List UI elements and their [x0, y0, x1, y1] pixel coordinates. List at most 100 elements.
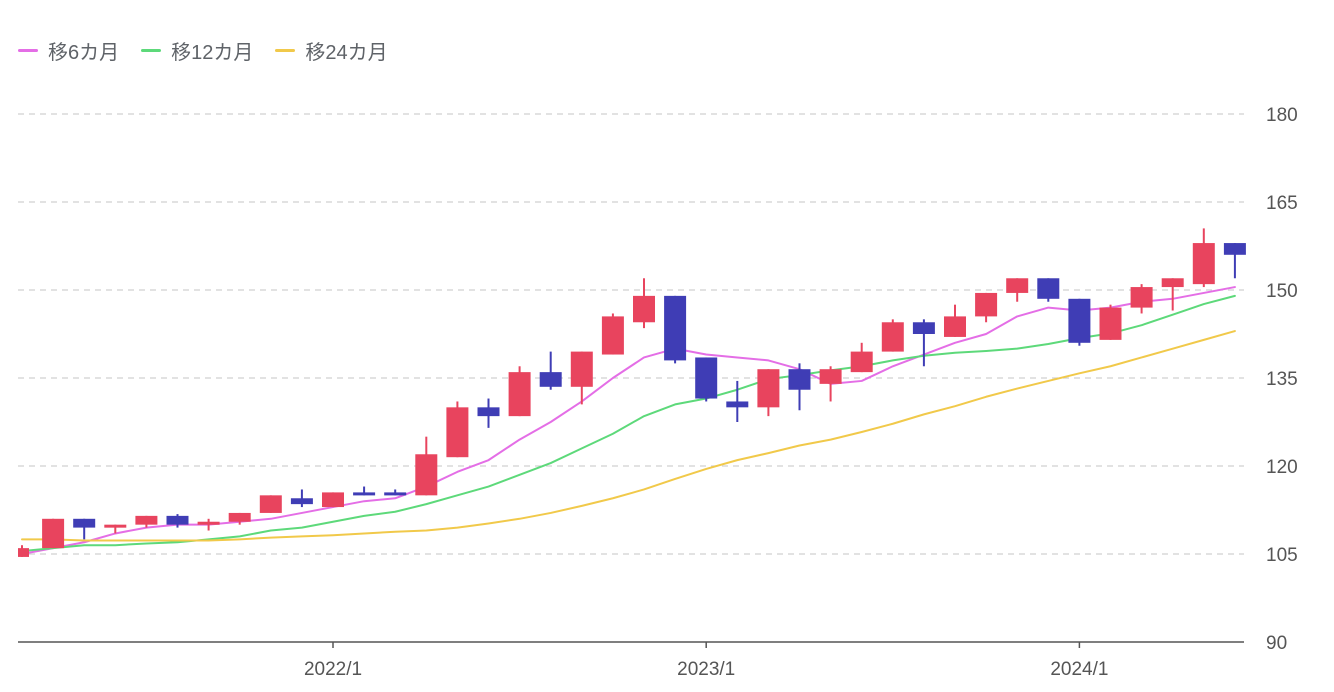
candle — [508, 366, 531, 417]
candle — [1068, 298, 1091, 346]
legend-swatch-ma6 — [18, 48, 38, 52]
candle-body — [1068, 298, 1091, 343]
candle — [446, 401, 469, 458]
candle-body — [322, 492, 344, 508]
candle-body — [975, 292, 998, 317]
candle-body — [353, 492, 376, 496]
candle — [1037, 278, 1060, 302]
candle-body — [944, 316, 966, 337]
candle — [73, 518, 96, 540]
candle-body — [259, 495, 282, 513]
y-tick-label: 150 — [1266, 281, 1298, 302]
legend-item-ma6[interactable]: 移6カ月 — [18, 36, 119, 65]
candle — [1099, 304, 1122, 340]
x-tick-label: 2024/1 — [1050, 659, 1108, 680]
candle — [570, 351, 593, 405]
candles — [18, 228, 1246, 557]
candle-body — [166, 515, 189, 525]
candle-body — [912, 322, 935, 334]
candle-body — [601, 316, 624, 355]
ma-line-1 — [21, 294, 1236, 553]
candle — [18, 545, 29, 557]
candle — [135, 515, 158, 528]
y-tick-label: 120 — [1266, 457, 1298, 478]
legend-label-ma12: 移12カ月 — [171, 41, 254, 64]
candle — [290, 489, 313, 508]
candle-body — [819, 369, 842, 384]
candle — [601, 313, 624, 355]
ma-line-0 — [21, 286, 1236, 555]
candle — [819, 366, 842, 402]
candle-body — [18, 548, 29, 557]
candle-body — [664, 295, 687, 361]
candle — [166, 514, 189, 528]
legend-label-ma6: 移6カ月 — [48, 41, 120, 64]
candle-body — [633, 295, 655, 323]
candle-body — [73, 518, 96, 528]
candle — [1192, 228, 1215, 288]
candle — [757, 369, 780, 417]
candle — [259, 495, 282, 513]
candle — [633, 278, 655, 329]
x-tick-label: 2022/1 — [304, 659, 362, 680]
candle-body — [1130, 287, 1153, 308]
candle-body — [1192, 243, 1215, 285]
candle — [695, 357, 718, 402]
candle-body — [290, 498, 313, 505]
candle — [1130, 284, 1153, 314]
candle — [353, 486, 376, 496]
candle — [788, 363, 811, 411]
y-tick-label: 135 — [1266, 369, 1298, 390]
candle-body — [850, 351, 873, 373]
candle-body — [788, 369, 811, 390]
grid-lines — [18, 113, 1244, 555]
candle — [1006, 278, 1029, 302]
candle — [1223, 243, 1246, 279]
candle — [975, 292, 998, 323]
candle-body — [1037, 278, 1060, 299]
candle-body — [1099, 307, 1122, 340]
legend-label-ma24: 移24カ月 — [305, 41, 388, 64]
y-tick-label: 165 — [1266, 193, 1298, 214]
candle-body — [1161, 278, 1184, 288]
candle-body — [1006, 278, 1029, 293]
candle-body — [446, 407, 469, 458]
candle-body — [415, 454, 438, 496]
candle — [881, 319, 904, 352]
candle-body — [726, 401, 749, 408]
y-tick-label: 180 — [1266, 105, 1298, 126]
candle — [477, 398, 500, 428]
candle-body — [104, 524, 127, 528]
candle — [415, 436, 438, 496]
candle-body — [135, 515, 158, 525]
legend-item-ma12[interactable]: 移12カ月 — [141, 36, 253, 65]
legend-item-ma24[interactable]: 移24カ月 — [275, 36, 388, 65]
candle — [726, 380, 749, 422]
candle — [850, 342, 873, 373]
candle — [1161, 278, 1184, 311]
candle — [42, 518, 65, 549]
candle — [104, 524, 127, 534]
ma-line-2 — [21, 330, 1236, 542]
y-tick-label: 105 — [1266, 545, 1298, 566]
moving-average-lines — [21, 286, 1236, 555]
candle-body — [695, 357, 718, 399]
legend-swatch-ma12 — [141, 48, 162, 52]
candle — [944, 304, 966, 337]
candle-body — [570, 351, 593, 387]
legend-swatch-ma24 — [275, 48, 296, 52]
candle — [322, 492, 344, 508]
candle-body — [228, 512, 251, 522]
chart-legend: 移6カ月 移12カ月 移24カ月 — [18, 36, 388, 64]
candle-body — [881, 322, 904, 352]
candle — [384, 489, 407, 496]
candle-body — [477, 407, 500, 417]
candle — [539, 351, 562, 390]
y-axis-ticks: 90 105 120 135 150 165 180 — [1266, 105, 1298, 654]
candle-body — [42, 518, 65, 549]
candle — [228, 512, 251, 525]
candle — [664, 295, 687, 364]
candle-body — [384, 492, 407, 496]
y-tick-label: 90 — [1266, 633, 1287, 654]
